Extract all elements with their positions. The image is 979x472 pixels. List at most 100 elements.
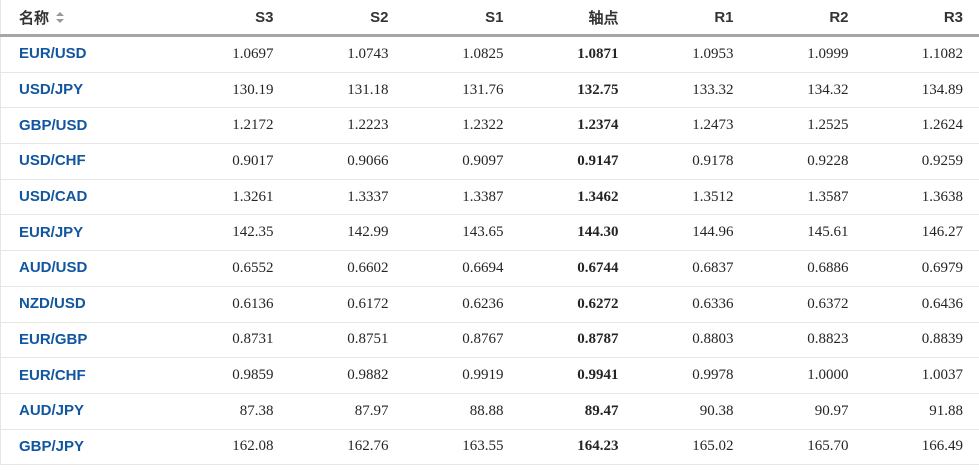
value-cell: 133.32 — [634, 72, 750, 109]
table-row: USD/JPY 130.19 131.18 131.76 132.75 133.32 134… — [0, 72, 979, 109]
pair-link[interactable]: EUR/GBP — [19, 330, 88, 348]
value-cell: 1.3587 — [749, 179, 865, 216]
column-header-name-label: 名称 — [19, 9, 50, 27]
value-cell: 0.6837 — [634, 250, 750, 287]
pair-name-cell: AUD/JPY — [0, 393, 175, 430]
value-cell: 0.9882 — [289, 357, 405, 394]
value-cell: 134.89 — [864, 72, 979, 109]
value-cell: 1.0825 — [404, 35, 520, 73]
column-header-name[interactable]: 名称 — [0, 0, 175, 37]
value-cell: 0.9228 — [749, 143, 865, 180]
value-cell: 1.0999 — [749, 35, 865, 73]
pair-link[interactable]: AUD/JPY — [19, 402, 85, 420]
value-cell: 91.88 — [864, 393, 979, 430]
value-cell: 1.0037 — [864, 357, 979, 394]
pair-link[interactable]: GBP/USD — [19, 116, 88, 134]
value-cell: 0.6236 — [404, 286, 520, 323]
value-cell: 1.2322 — [404, 107, 520, 145]
value-cell: 0.6372 — [749, 286, 865, 323]
table-row: AUD/JPY 87.38 87.97 88.88 89.47 90.38 90.97 91.… — [0, 393, 979, 430]
value-cell: 1.2172 — [174, 107, 290, 145]
value-cell: 165.70 — [749, 429, 865, 466]
pair-link[interactable]: EUR/JPY — [19, 223, 84, 241]
value-cell: 87.38 — [174, 393, 290, 430]
pivot-value-cell: 0.9147 — [519, 143, 635, 180]
pair-name-cell: EUR/GBP — [0, 322, 175, 359]
value-cell: 1.0697 — [174, 35, 290, 73]
value-cell: 0.8731 — [174, 322, 290, 359]
value-cell: 0.6136 — [174, 286, 290, 323]
column-header-r1: R1 — [634, 0, 750, 37]
pivot-value-cell: 164.23 — [519, 429, 635, 466]
value-cell: 1.3337 — [289, 179, 405, 216]
value-cell: 165.02 — [634, 429, 750, 466]
value-cell: 0.8803 — [634, 322, 750, 359]
pivot-value-cell: 89.47 — [519, 393, 635, 430]
pair-link[interactable]: GBP/JPY — [19, 437, 85, 455]
table-row: EUR/USD 1.0697 1.0743 1.0825 1.0871 1.0953 1.0… — [0, 35, 979, 73]
table-row: EUR/JPY 142.35 142.99 143.65 144.30 144.96 145… — [0, 214, 979, 252]
value-cell: 143.65 — [404, 214, 520, 252]
value-cell: 0.6602 — [289, 250, 405, 287]
value-cell: 162.08 — [174, 429, 290, 466]
value-cell: 0.9066 — [289, 143, 405, 180]
value-cell: 0.9178 — [634, 143, 750, 180]
column-header-r3: R3 — [864, 0, 979, 37]
value-cell: 0.8751 — [289, 322, 405, 359]
value-cell: 134.32 — [749, 72, 865, 109]
pivot-value-cell: 0.8787 — [519, 322, 635, 359]
value-cell: 1.0743 — [289, 35, 405, 73]
pair-link[interactable]: AUD/USD — [19, 259, 88, 277]
value-cell: 1.3387 — [404, 179, 520, 216]
column-header-s2: S2 — [289, 0, 405, 37]
pair-link[interactable]: USD/CHF — [19, 152, 86, 170]
value-cell: 1.3512 — [634, 179, 750, 216]
pair-link[interactable]: EUR/CHF — [19, 366, 86, 384]
pair-link[interactable]: USD/JPY — [19, 81, 84, 99]
sort-updown-icon[interactable] — [56, 12, 65, 24]
value-cell: 0.8839 — [864, 322, 979, 359]
value-cell: 1.0953 — [634, 35, 750, 73]
pair-link[interactable]: EUR/USD — [19, 45, 87, 63]
pair-link[interactable]: USD/CAD — [19, 188, 88, 206]
value-cell: 1.1082 — [864, 35, 979, 73]
value-cell: 166.49 — [864, 429, 979, 466]
column-header-pivot: 轴点 — [519, 0, 635, 37]
pair-name-cell: EUR/CHF — [0, 357, 175, 394]
value-cell: 0.9859 — [174, 357, 290, 394]
value-cell: 1.2624 — [864, 107, 979, 145]
value-cell: 1.3638 — [864, 179, 979, 216]
value-cell: 130.19 — [174, 72, 290, 109]
value-cell: 0.6979 — [864, 250, 979, 287]
value-cell: 0.6436 — [864, 286, 979, 323]
value-cell: 0.9259 — [864, 143, 979, 180]
pivot-value-cell: 0.9941 — [519, 357, 635, 394]
pivot-value-cell: 144.30 — [519, 214, 635, 252]
pivot-value-cell: 0.6744 — [519, 250, 635, 287]
value-cell: 0.6694 — [404, 250, 520, 287]
value-cell: 0.6336 — [634, 286, 750, 323]
value-cell: 146.27 — [864, 214, 979, 252]
pair-name-cell: NZD/USD — [0, 286, 175, 323]
table-row: GBP/JPY 162.08 162.76 163.55 164.23 165.02 165… — [0, 429, 979, 466]
pair-name-cell: EUR/USD — [0, 35, 175, 73]
table-row: NZD/USD 0.6136 0.6172 0.6236 0.6272 0.6336 0.6… — [0, 286, 979, 323]
value-cell: 1.2473 — [634, 107, 750, 145]
value-cell: 0.6172 — [289, 286, 405, 323]
value-cell: 131.76 — [404, 72, 520, 109]
table-row: USD/CHF 0.9017 0.9066 0.9097 0.9147 0.9178 0.9… — [0, 143, 979, 180]
value-cell: 0.9919 — [404, 357, 520, 394]
table-row: GBP/USD 1.2172 1.2223 1.2322 1.2374 1.2473 1.2… — [0, 107, 979, 145]
value-cell: 0.9097 — [404, 143, 520, 180]
value-cell: 0.6886 — [749, 250, 865, 287]
table-row: EUR/CHF 0.9859 0.9882 0.9919 0.9941 0.9978 1.0… — [0, 357, 979, 394]
column-header-r2: R2 — [749, 0, 865, 37]
pair-link[interactable]: NZD/USD — [19, 295, 86, 313]
value-cell: 87.97 — [289, 393, 405, 430]
pair-name-cell: USD/JPY — [0, 72, 175, 109]
table-header-row: 名称 S3 S2 S1 轴点 R1 R2 R3 — [0, 0, 979, 37]
column-header-s1: S1 — [404, 0, 520, 37]
pivot-value-cell: 0.6272 — [519, 286, 635, 323]
table-row: EUR/GBP 0.8731 0.8751 0.8767 0.8787 0.8803 0.8… — [0, 322, 979, 359]
value-cell: 1.2525 — [749, 107, 865, 145]
